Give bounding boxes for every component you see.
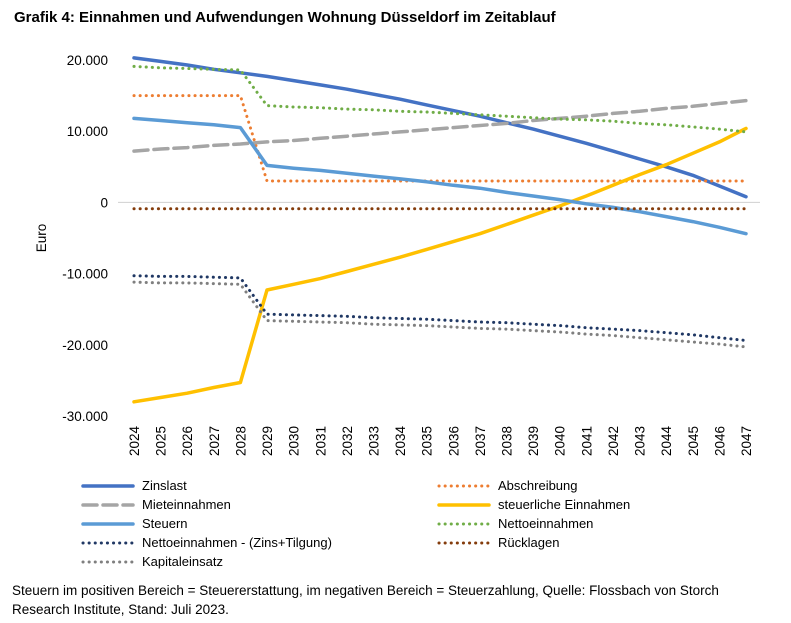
x-tick-label: 2033 — [366, 426, 381, 456]
legend-label: Rücklagen — [498, 535, 560, 550]
x-tick-label: 2026 — [180, 426, 195, 456]
series-line — [132, 126, 748, 404]
y-tick-label: 20.000 — [67, 53, 108, 68]
y-tick-label: -30.000 — [62, 409, 108, 424]
x-tick-label: 2043 — [633, 426, 648, 456]
y-tick-label: -10.000 — [62, 267, 108, 282]
x-tick-label: 2039 — [526, 426, 541, 456]
legend-item: Kapitaleinsatz — [80, 554, 223, 569]
series-line — [132, 94, 748, 183]
legend-label: Nettoeinnahmen — [498, 516, 594, 531]
legend-label: Nettoeinnahmen - (Zins+Tilgung) — [142, 535, 332, 550]
x-tick-label: 2024 — [127, 426, 142, 457]
x-tick-label: 2047 — [739, 426, 754, 456]
series-nettoeinnahmen — [132, 64, 748, 134]
legend-swatch — [437, 502, 491, 507]
y-tick-label: 0 — [100, 195, 108, 210]
x-tick-label: 2028 — [233, 426, 248, 456]
x-tick-label: 2030 — [287, 426, 302, 456]
legend-swatch — [437, 522, 491, 525]
x-tick-label: 2032 — [340, 426, 355, 456]
legend-swatch — [81, 541, 135, 544]
y-tick-label: -20.000 — [62, 338, 108, 353]
legend-swatch — [437, 484, 491, 487]
legend-item: Steuern — [80, 516, 188, 531]
x-tick-label: 2035 — [420, 426, 435, 456]
legend-label: Zinslast — [142, 478, 187, 493]
x-tick-label: 2046 — [712, 426, 727, 456]
series-zinslast — [132, 56, 748, 199]
legend-item: Mieteinnahmen — [80, 497, 231, 512]
x-tick-label: 2044 — [659, 426, 674, 457]
series-line — [132, 116, 748, 236]
x-tick-label: 2027 — [207, 426, 222, 456]
legend-swatch — [437, 541, 491, 544]
line-chart: 20.000 10.000 0 -10.000 -20.000 -30.000 Euro 20… — [34, 53, 760, 457]
series-kapitaleinsatz — [132, 280, 748, 349]
legend-label: Steuern — [142, 516, 188, 531]
legend-item: steuerliche Einnahmen — [436, 497, 630, 512]
series-line — [132, 98, 748, 153]
legend-item: Rücklagen — [436, 535, 559, 550]
x-tick-label: 2040 — [553, 426, 568, 456]
legend-label: Abschreibung — [498, 478, 578, 493]
legend-swatch — [81, 502, 135, 507]
legend-item: Abschreibung — [436, 478, 578, 493]
chart-title: Grafik 4: Einnahmen und Aufwendungen Woh… — [14, 9, 556, 26]
legend-label: Kapitaleinsatz — [142, 554, 223, 569]
legend-item: Zinslast — [80, 478, 187, 493]
series-line — [132, 56, 748, 199]
footnote: Steuern im positiven Bereich = Steuerers… — [12, 583, 719, 617]
x-tick-label: 2029 — [260, 426, 275, 456]
x-tick-label: 2031 — [313, 426, 328, 456]
legend-item: Nettoeinnahmen - (Zins+Tilgung) — [80, 535, 332, 550]
y-tick-label: 10.000 — [67, 124, 108, 139]
series-line — [132, 280, 748, 349]
legend-swatch — [81, 560, 135, 563]
x-tick-label: 2038 — [500, 426, 515, 456]
legend-item: Nettoeinnahmen — [436, 516, 593, 531]
series-line — [132, 64, 748, 134]
y-axis-label: Euro — [34, 224, 49, 253]
x-tick-label: 2041 — [579, 426, 594, 456]
series-abschreibung — [132, 94, 748, 183]
legend-label: Mieteinnahmen — [142, 497, 231, 512]
series-steuerliche-einnahmen — [132, 126, 748, 404]
x-tick-label: 2037 — [473, 426, 488, 456]
x-tick-label: 2025 — [154, 426, 169, 456]
series-nettoeinnahmen-zins-tilgung- — [132, 274, 748, 342]
legend-label: steuerliche Einnahmen — [498, 497, 631, 512]
x-tick-label: 2045 — [686, 426, 701, 456]
legend-swatch — [81, 483, 135, 488]
x-tick-label: 2036 — [446, 426, 461, 456]
series-mieteinnahmen — [132, 98, 748, 153]
series-steuern — [132, 116, 748, 236]
x-tick-label: 2042 — [606, 426, 621, 456]
series-line — [132, 274, 748, 342]
x-tick-label: 2034 — [393, 426, 408, 457]
legend-swatch — [81, 521, 135, 526]
